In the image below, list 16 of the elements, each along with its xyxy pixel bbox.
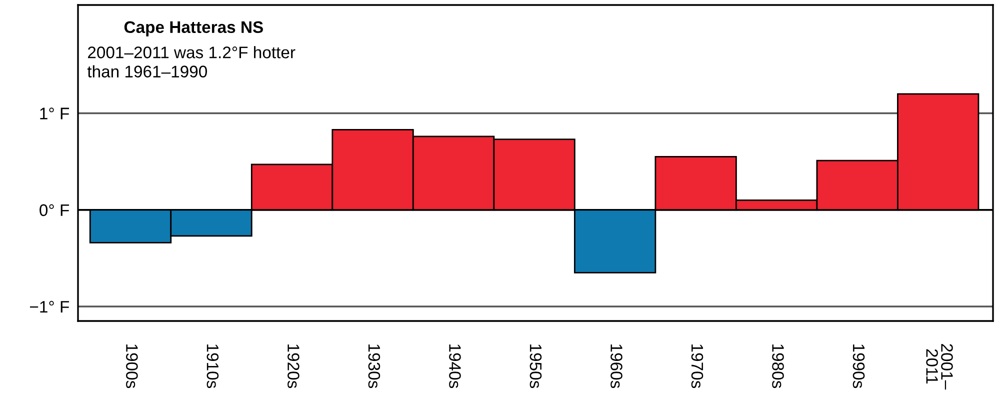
x-tick-label: 1970s: [691, 344, 704, 388]
x-tick-label: 1980s: [772, 344, 784, 388]
y-tick-label: 1° F: [40, 108, 69, 120]
x-tick-label: 1990s: [852, 344, 865, 388]
text: Cape Hatteras NS: [124, 21, 263, 36]
x-tick-label: 2001– 2011: [926, 344, 953, 390]
y-tick-label: −1° F: [30, 300, 69, 313]
y-tick-label: 0° F: [40, 204, 69, 216]
x-tick-label: 1960s: [610, 344, 622, 388]
x-tick-label: 1920s: [288, 344, 300, 388]
x-tick-label: 1900s: [126, 344, 138, 388]
text: 2001–2011 was 1.2°F hotter than 1961–1990: [87, 46, 296, 78]
x-tick-label: 1910s: [206, 344, 219, 388]
x-tick-label: 1950s: [530, 344, 542, 388]
x-tick-label: 1930s: [368, 344, 380, 388]
x-tick-label: 1940s: [449, 344, 461, 388]
